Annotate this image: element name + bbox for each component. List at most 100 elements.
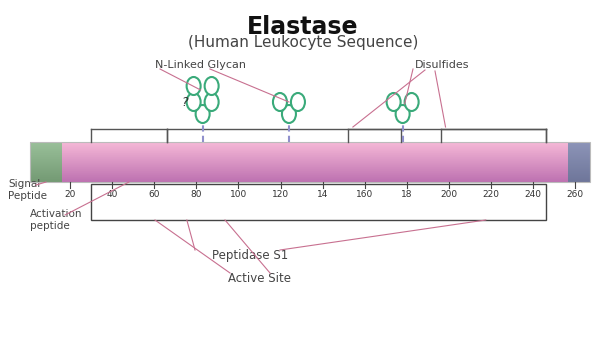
Bar [30,162,62,163]
Bar [30,163,62,164]
Bar [100,144,568,145]
Text: 40: 40 [106,190,118,199]
Bar [100,181,568,182]
Bar [100,178,568,179]
Ellipse shape [186,93,201,111]
Bar [100,164,568,165]
Bar [568,181,590,182]
Text: 18: 18 [401,190,413,199]
Bar [30,175,62,176]
Bar [100,161,568,162]
Bar [568,142,590,143]
Bar [100,145,568,146]
Bar [30,172,62,173]
Bar [30,165,62,166]
Bar [100,157,568,158]
Bar [100,167,568,168]
Text: Peptidase S1: Peptidase S1 [212,248,288,261]
Bar [62,143,100,144]
Bar [568,163,590,164]
Text: N-Linked Glycan: N-Linked Glycan [155,60,246,70]
Ellipse shape [282,105,296,123]
Bar [100,151,568,152]
Text: 80: 80 [191,190,202,199]
Bar [568,151,590,152]
Bar [62,159,100,160]
Text: Elastase: Elastase [247,15,359,39]
Bar [30,145,62,146]
Bar [100,156,568,157]
Bar [568,148,590,149]
Bar [100,177,568,178]
Bar [568,169,590,170]
Bar [568,161,590,162]
Bar [100,165,568,166]
Text: 60: 60 [149,190,160,199]
Bar [30,153,62,154]
Bar [30,156,62,157]
Bar [100,154,568,155]
Bar [568,165,590,166]
Bar [568,173,590,174]
Bar [62,178,100,179]
Ellipse shape [387,93,401,111]
Bar [568,155,590,156]
Bar [100,159,568,160]
Bar [100,169,568,170]
Bar [62,177,100,178]
Bar [30,142,62,143]
Bar [568,146,590,147]
Ellipse shape [273,93,287,111]
Text: 120: 120 [272,190,289,199]
Text: 20: 20 [64,190,76,199]
Bar [62,148,100,149]
Bar [62,153,100,154]
Bar [62,156,100,157]
Bar [100,173,568,174]
Bar [100,175,568,176]
Bar [100,170,568,171]
Bar [30,147,62,148]
Text: 240: 240 [524,190,541,199]
Bar [568,179,590,180]
Bar [62,174,100,175]
Bar [30,146,62,147]
Bar [100,155,568,156]
Bar [568,150,590,151]
Bar [568,145,590,146]
Bar [100,143,568,144]
Bar [100,160,568,161]
Bar [30,168,62,169]
Bar [568,176,590,177]
Bar [568,170,590,171]
Bar [100,149,568,150]
Ellipse shape [405,93,419,111]
Bar [568,159,590,160]
Bar [568,162,590,163]
Bar [568,152,590,153]
Bar [568,167,590,168]
Bar [30,176,62,177]
Bar [62,149,100,150]
Bar [62,164,100,165]
Bar [30,144,62,145]
Bar [30,155,62,156]
Bar [62,158,100,159]
Bar [100,153,568,154]
Ellipse shape [195,105,209,123]
Bar [30,159,62,160]
Bar [568,149,590,150]
Bar [568,175,590,176]
Bar [100,142,568,143]
Bar [568,158,590,159]
Bar [30,181,62,182]
Bar [62,175,100,176]
Bar [62,154,100,155]
Text: Disulfides: Disulfides [415,60,469,70]
Ellipse shape [186,77,201,95]
Bar [100,158,568,159]
Text: 260: 260 [567,190,584,199]
Bar [100,171,568,172]
Ellipse shape [396,105,410,123]
Bar [100,168,568,169]
